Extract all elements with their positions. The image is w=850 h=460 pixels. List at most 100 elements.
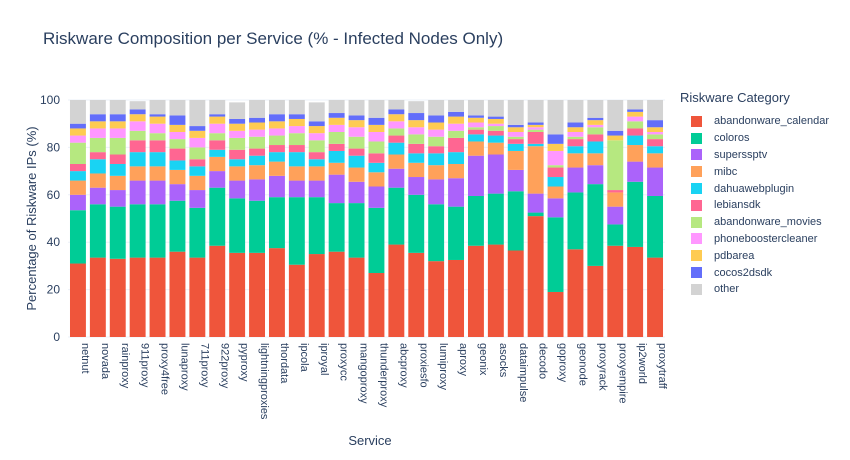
bar-segment-superssptv (487, 154, 504, 194)
bar-segment-coloros (348, 203, 365, 258)
bar-segment-dahuawebplugin (507, 143, 524, 151)
bar-segment-mibc (408, 162, 425, 178)
bar-segment-abandonware_movies (288, 133, 305, 146)
legend-item-superssptv[interactable]: superssptv (680, 147, 829, 164)
bar-segment-abandonware_calendar (328, 251, 345, 337)
bar-segment-pdbarea (547, 143, 564, 151)
bar-segment-abandonware_movies (268, 135, 285, 146)
bar-segment-pdbarea (428, 122, 445, 130)
bar-segment-other (348, 100, 365, 116)
bar-segment-pdbarea (169, 124, 186, 132)
bar-segment-other (547, 100, 564, 135)
bar-segment-coloros (567, 192, 584, 250)
bar-segment-phoneboostercleaner (487, 123, 504, 127)
bar-segment-dahuawebplugin (308, 159, 325, 167)
bar-segment-other (268, 100, 285, 115)
bar-segment-phoneboostercleaner (288, 126, 305, 134)
legend-item-other[interactable]: other (680, 281, 829, 298)
legend-item-pdbarea[interactable]: pdbarea (680, 247, 829, 264)
bar-segment-abandonware_movies (89, 137, 106, 153)
legend-item-coloros[interactable]: coloros (680, 130, 829, 147)
bar-segment-pdbarea (288, 118, 305, 127)
legend-item-lebiansdk[interactable]: lebiansdk (680, 197, 829, 214)
bar-segment-phoneboostercleaner (467, 122, 484, 128)
bar-segment-abandonware_calendar (388, 244, 405, 337)
legend-item-abandonware_movies[interactable]: abandonware_movies (680, 214, 829, 231)
bar-segment-abandonware_movies (487, 126, 504, 131)
legend-label: coloros (714, 132, 750, 145)
bar-segment-phoneboostercleaner (388, 121, 405, 129)
bar-segment-dahuawebplugin (189, 166, 206, 176)
bar-segment-mibc (428, 165, 445, 180)
bar-segment-abandonware_movies (428, 136, 445, 147)
bar-segment-coloros (308, 197, 325, 255)
bar-segment-lebiansdk (249, 148, 266, 156)
legend-item-cocos2dsdk[interactable]: cocos2dsdk (680, 264, 829, 281)
bar-segment-abandonware_movies (448, 130, 465, 138)
bar-segment-lebiansdk (328, 143, 345, 151)
bar-segment-cocos2dsdk (308, 121, 325, 127)
bar-segment-cocos2dsdk (547, 134, 564, 144)
bar-segment-abandonware_movies (69, 142, 86, 164)
bar-segment-pdbarea (388, 114, 405, 122)
bar-segment-abandonware_calendar (209, 245, 226, 337)
bar-segment-dahuawebplugin (368, 162, 385, 173)
bar-segment-cocos2dsdk (448, 111, 465, 117)
bar-segment-other (189, 100, 206, 127)
bar-segment-abandonware_movies (229, 137, 246, 150)
bar-segment-mibc (308, 166, 325, 181)
chart-title: Riskware Composition per Service (% - In… (43, 29, 504, 48)
legend-item-abandonware_calendar[interactable]: abandonware_calendar (680, 113, 829, 130)
legend-item-mibc[interactable]: mibc (680, 163, 829, 180)
x-tick-label: lumiproxy (437, 343, 449, 391)
bar-segment-mibc (189, 175, 206, 191)
legend-label: other (714, 283, 740, 296)
bar-segment-other (149, 100, 166, 115)
bar-segment-dahuawebplugin (209, 149, 226, 157)
bar-segment-abandonware_movies (149, 133, 166, 141)
bar-segment-abandonware_movies (169, 139, 186, 149)
legend-item-dahuawebplugin[interactable]: dahuawebplugin (680, 180, 829, 197)
bar-segment-superssptv (388, 168, 405, 188)
legend-label: lebiansdk (714, 199, 761, 212)
bar-segment-abandonware_calendar (587, 265, 604, 337)
legend-item-phoneboostercleaner[interactable]: phoneboostercleaner (680, 231, 829, 248)
bar-segment-pdbarea (268, 121, 285, 129)
legend-swatch (691, 132, 702, 144)
bar-segment-phoneboostercleaner (109, 128, 126, 138)
bar-segment-abandonware_movies (627, 121, 644, 129)
legend-label: cocos2dsdk (714, 266, 773, 279)
bar-segment-mibc (109, 175, 126, 191)
x-tick-label: thunderproxy (377, 343, 389, 408)
bar-segment-pdbarea (408, 120, 425, 128)
bar-segment-pdbarea (109, 121, 126, 129)
bar-segment-phoneboostercleaner (169, 131, 186, 140)
bar-segment-dahuawebplugin (448, 152, 465, 164)
bar-segment-superssptv (268, 175, 285, 198)
bar-segment-lebiansdk (547, 167, 564, 178)
bar-segment-lebiansdk (647, 139, 664, 147)
bar-segment-other (388, 100, 405, 110)
bar-segment-mibc (249, 165, 266, 180)
bar-segment-cocos2dsdk (627, 109, 644, 112)
bar-segment-lebiansdk (507, 139, 524, 144)
legend-label: abandonware_movies (714, 216, 822, 229)
x-tick-label: ipcola (298, 343, 310, 373)
x-tick-label: proxycc (338, 343, 350, 381)
legend-swatch (691, 183, 702, 195)
bar-segment-dahuawebplugin (169, 160, 186, 170)
bar-segment-abandonware_movies (607, 140, 624, 191)
bar-segment-dahuawebplugin (647, 146, 664, 154)
bar-segment-abandonware_calendar (229, 252, 246, 337)
bar-segment-pdbarea (448, 116, 465, 124)
bar-segment-superssptv (527, 193, 544, 213)
bar-segment-abandonware_movies (129, 130, 146, 141)
bar-segment-superssptv (109, 190, 126, 207)
bar-segment-cocos2dsdk (209, 114, 226, 117)
bar-segment-other (109, 100, 126, 115)
bar-segment-pdbarea (229, 123, 246, 131)
bar-segment-cocos2dsdk (169, 115, 186, 125)
x-tick-label: rainproxy (119, 343, 131, 389)
bar-segment-abandonware_movies (308, 140, 325, 153)
legend-label: mibc (714, 165, 738, 178)
